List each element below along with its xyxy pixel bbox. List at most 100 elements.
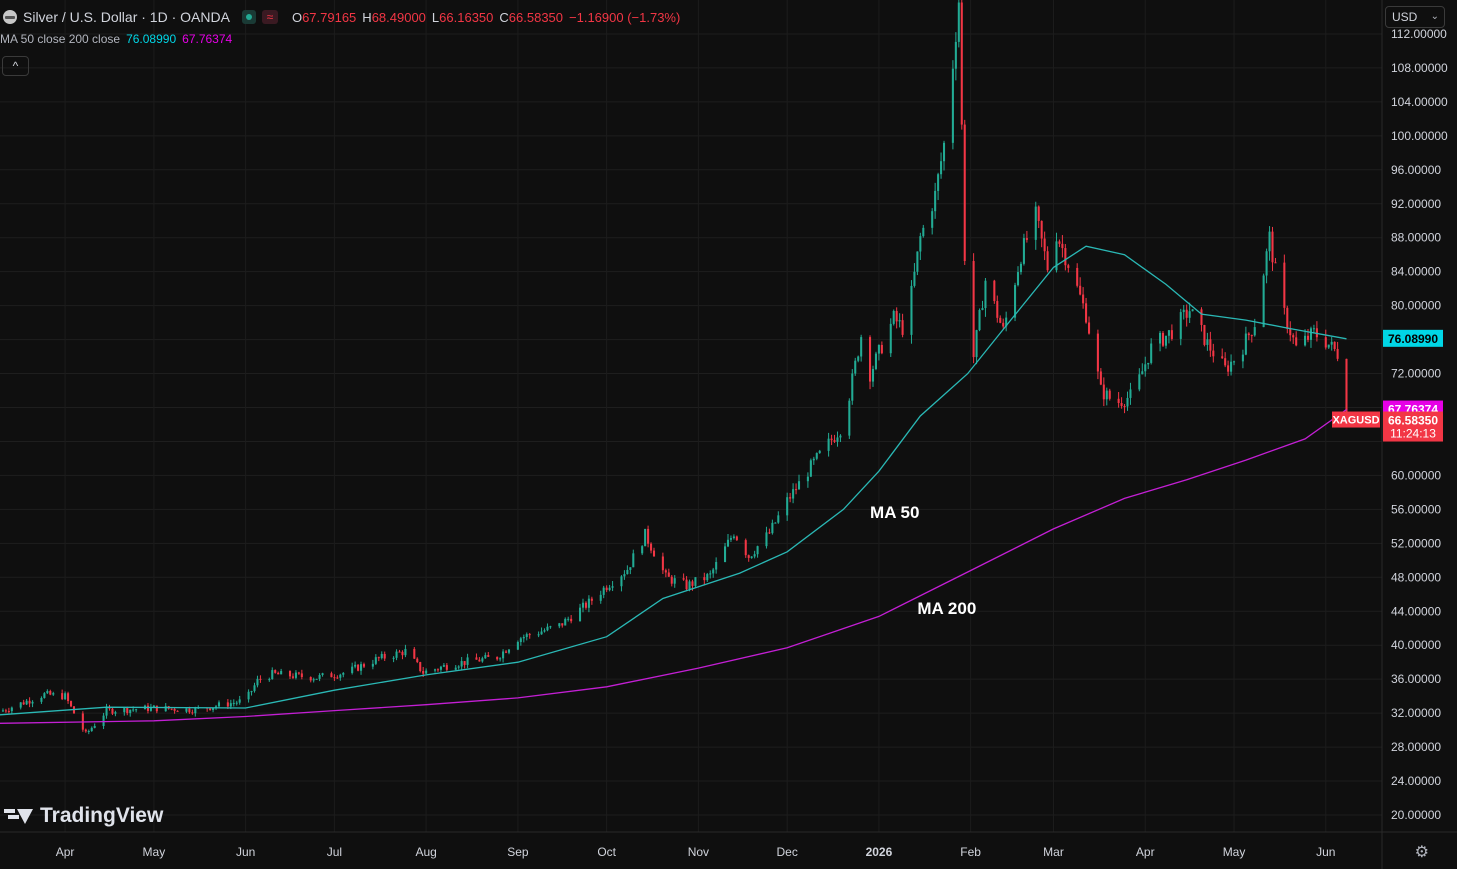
candle-body xyxy=(1144,364,1147,372)
candle-body xyxy=(934,190,937,212)
candle-body xyxy=(209,708,212,711)
candle-body xyxy=(960,2,963,125)
candle-body xyxy=(271,670,274,680)
time-tick-label: Jul xyxy=(327,845,342,859)
candle-body xyxy=(1309,328,1313,340)
candle-body xyxy=(1327,344,1330,348)
candle-body xyxy=(1268,231,1271,252)
symbol-title[interactable]: Silver / U.S. Dollar · 1D · OANDA xyxy=(23,9,230,25)
gear-icon[interactable]: ⚙ xyxy=(1414,844,1429,861)
market-open-icon[interactable] xyxy=(241,10,256,24)
candle-body xyxy=(52,693,55,695)
candle-body xyxy=(64,693,67,700)
candle-body xyxy=(789,497,792,499)
candle-body xyxy=(309,677,312,681)
candle-body xyxy=(413,648,416,659)
candle-body xyxy=(605,587,608,591)
candle-body xyxy=(1170,330,1173,339)
candle-body xyxy=(19,702,22,708)
candle-body xyxy=(1295,337,1298,346)
candle-body xyxy=(792,489,795,499)
candle-body xyxy=(590,598,593,601)
candle-body xyxy=(217,702,221,707)
candle-body xyxy=(913,271,916,286)
candle-body xyxy=(1250,335,1253,337)
candle-body xyxy=(69,701,73,707)
candle-body xyxy=(46,690,49,694)
candle-body xyxy=(1253,327,1256,336)
candle-body xyxy=(61,693,64,700)
ma-indicator-label[interactable]: MA 50 close 200 close xyxy=(0,32,121,46)
ohlc-open: O67.79165 xyxy=(291,9,357,25)
candle-body xyxy=(280,671,283,675)
candle-body xyxy=(629,567,632,570)
candle-body xyxy=(1271,231,1274,263)
candle-body xyxy=(212,707,215,711)
candle-body xyxy=(1126,397,1129,407)
candle-body xyxy=(229,703,232,707)
candle-body xyxy=(644,528,647,547)
candle-body xyxy=(433,669,437,671)
price-tick-label: 36.00000 xyxy=(1391,672,1441,686)
candle-body xyxy=(1037,206,1040,221)
candle-body xyxy=(1082,294,1085,304)
time-tick-label: Apr xyxy=(56,845,75,859)
candle-body xyxy=(546,626,549,631)
candle-body xyxy=(1292,335,1295,338)
tradingview-logo[interactable]: TradingView xyxy=(4,804,163,828)
candle-body xyxy=(1200,309,1203,325)
candle-body xyxy=(874,353,877,369)
price-tick-label: 56.00000 xyxy=(1391,502,1441,516)
candle-body xyxy=(1,710,4,712)
ma200-value: 67.76374 xyxy=(182,32,233,46)
candle-body xyxy=(268,679,271,681)
candle-body xyxy=(481,658,484,662)
candle-body xyxy=(1179,312,1182,339)
candle-body xyxy=(522,636,525,639)
time-tick-label: Aug xyxy=(415,845,436,859)
candle-body xyxy=(650,543,653,551)
candle-body xyxy=(1058,241,1061,244)
candle-body xyxy=(984,280,987,309)
time-tick-label: May xyxy=(1223,845,1246,859)
candle-body xyxy=(1283,262,1286,308)
candle-body xyxy=(729,538,732,540)
candle-body xyxy=(895,310,898,322)
candle-body xyxy=(1330,341,1333,345)
candle-body xyxy=(942,142,946,162)
candle-body xyxy=(87,730,90,732)
candle-body xyxy=(93,725,96,728)
currency-select[interactable]: USD ⌄ xyxy=(1385,6,1445,28)
price-tick-label: 72.00000 xyxy=(1391,367,1441,381)
candle-body xyxy=(626,569,629,575)
compare-icon[interactable]: ≈ xyxy=(261,10,278,24)
candle-body xyxy=(818,450,821,454)
price-tick-label: 44.00000 xyxy=(1391,604,1441,618)
candle-body xyxy=(1016,272,1020,286)
candle-body xyxy=(416,658,419,663)
candle-body xyxy=(682,578,685,580)
candle-body xyxy=(1061,243,1064,249)
candle-body xyxy=(871,368,875,382)
candle-body xyxy=(188,708,191,713)
candle-body xyxy=(688,581,691,590)
candle-body xyxy=(777,515,780,523)
candle-body xyxy=(463,661,466,665)
candle-body xyxy=(135,709,138,711)
candle-body xyxy=(1040,220,1043,239)
candle-body xyxy=(957,2,960,42)
candle-body xyxy=(445,665,448,670)
candle-body xyxy=(771,522,774,534)
candle-body xyxy=(898,320,901,322)
candle-body xyxy=(360,664,363,671)
candle-body xyxy=(235,702,238,704)
candle-body xyxy=(404,648,407,656)
candle-body xyxy=(951,68,954,143)
candle-body xyxy=(806,476,809,482)
candle-body xyxy=(250,691,253,693)
candle-body xyxy=(854,360,857,374)
candle-body xyxy=(664,570,667,573)
ma50-price-tag-bg xyxy=(1383,329,1443,347)
collapse-legend-button[interactable]: ^ xyxy=(2,56,29,76)
